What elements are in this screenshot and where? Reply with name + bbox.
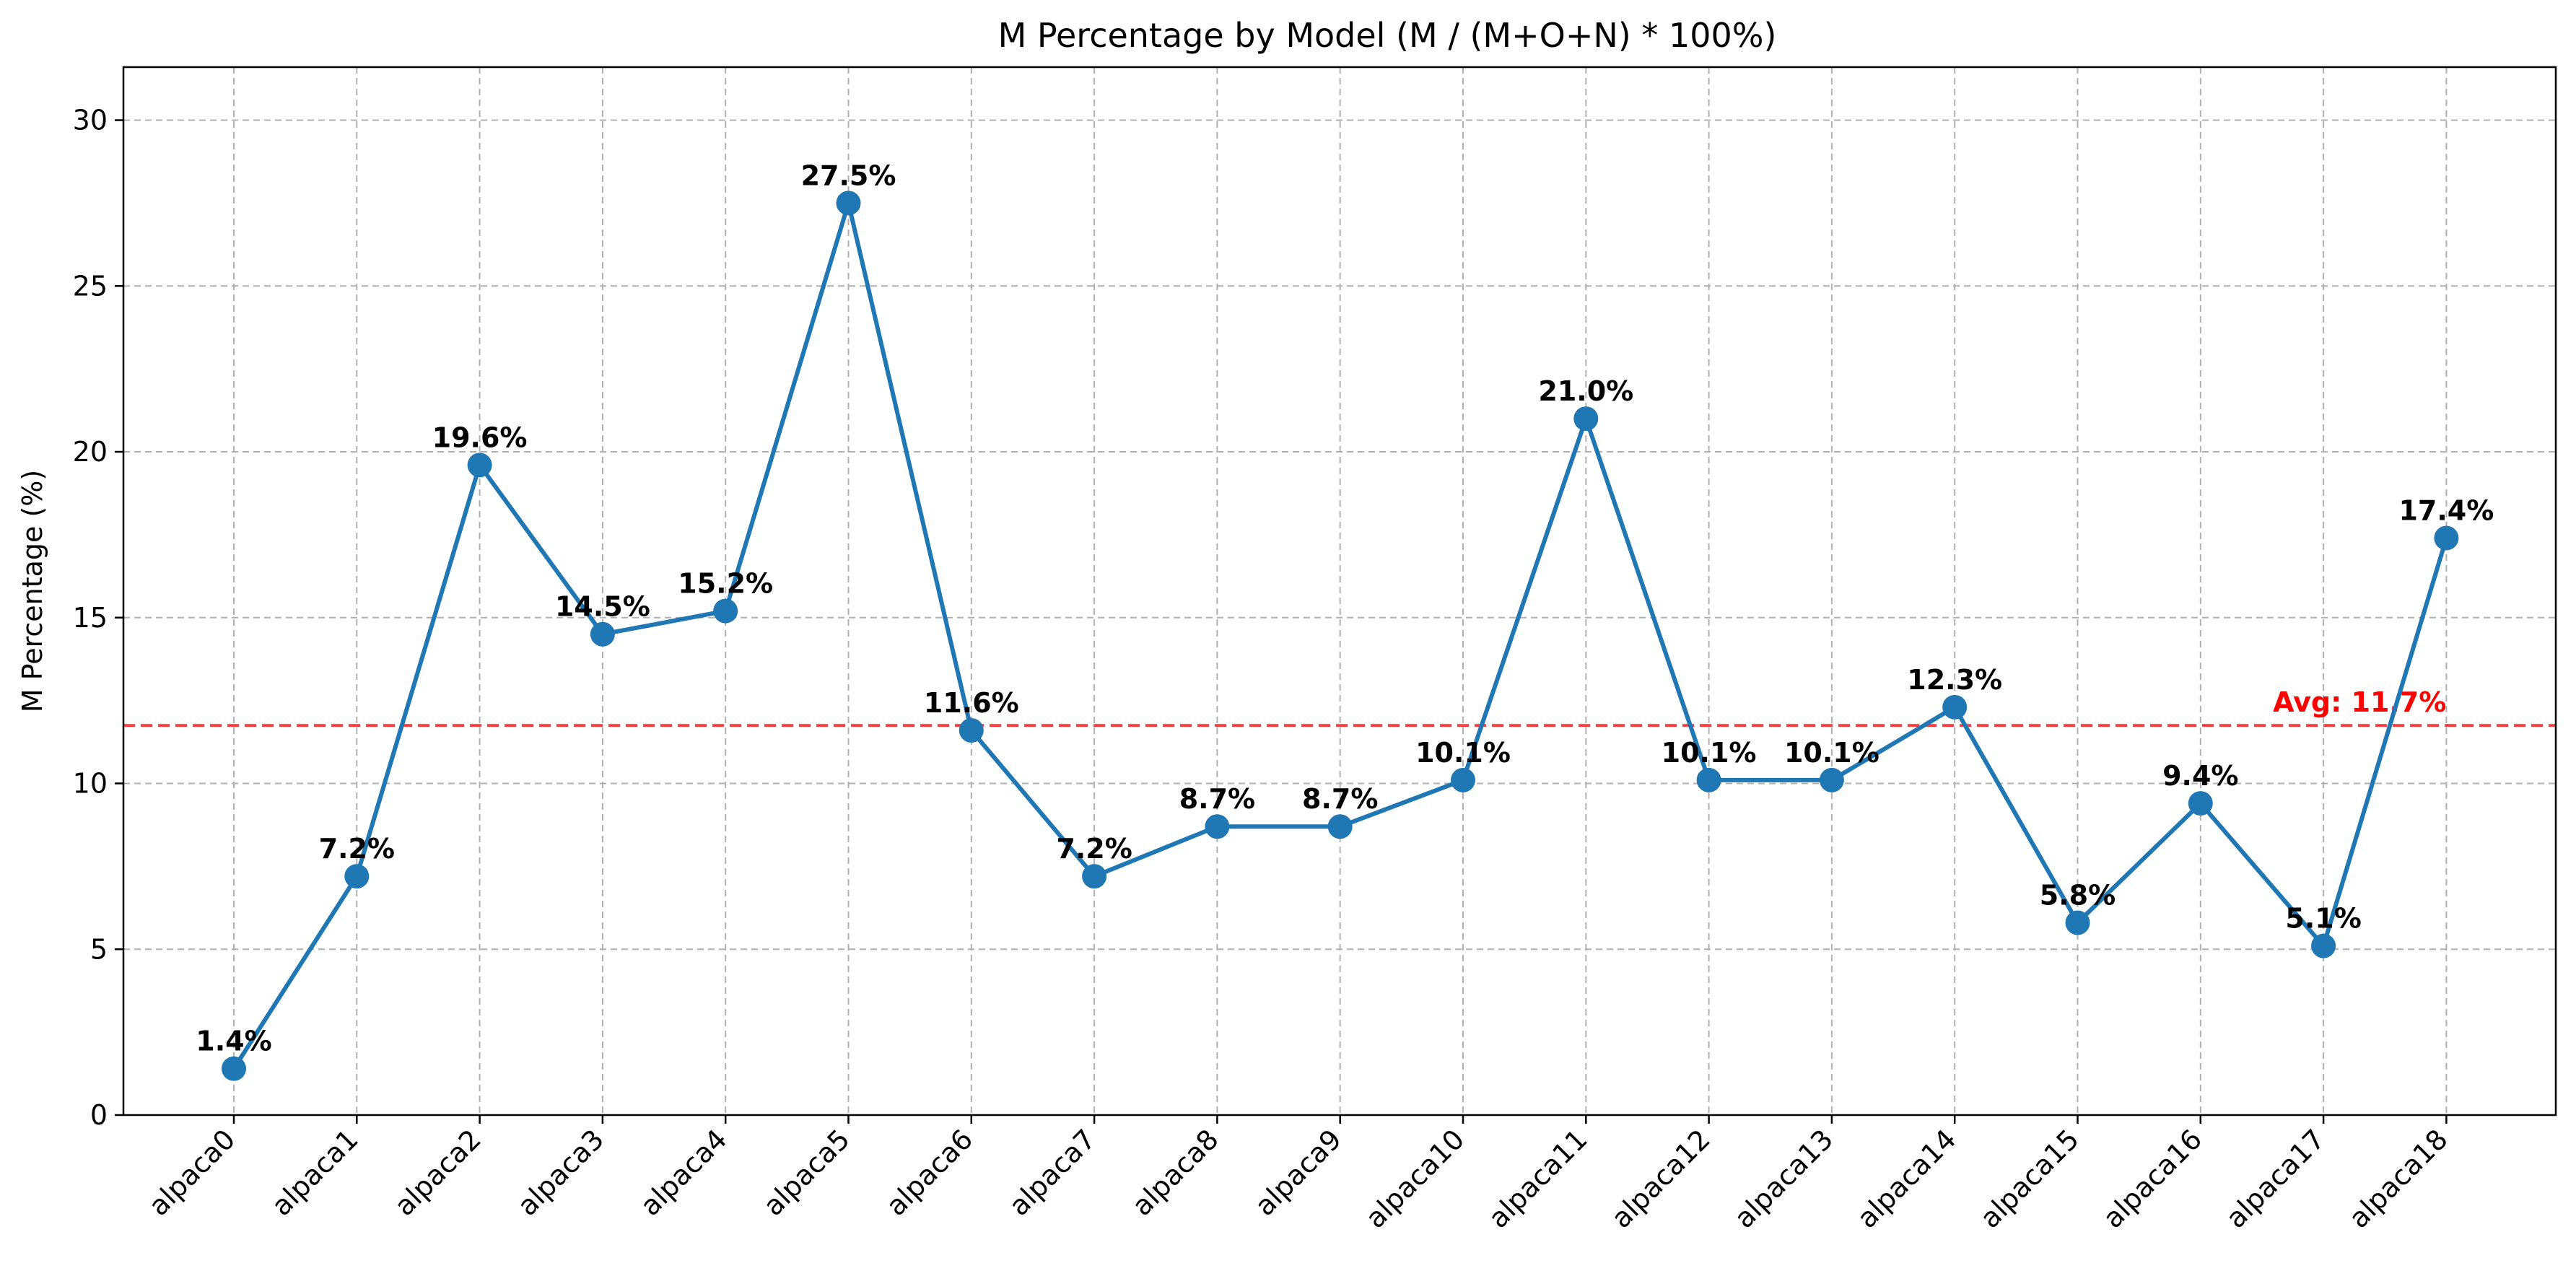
- x-tick-label: alpaca8: [1126, 1123, 1225, 1222]
- data-point: [1327, 814, 1353, 839]
- data-label: 11.6%: [924, 687, 1019, 719]
- x-tick-label: alpaca3: [511, 1123, 610, 1222]
- data-label: 5.1%: [2285, 903, 2361, 935]
- x-tick-label: alpaca4: [634, 1123, 733, 1222]
- average-label: Avg: 11.7%: [2273, 686, 2446, 718]
- data-point: [467, 453, 492, 478]
- data-label: 8.7%: [1302, 783, 1378, 815]
- x-tick-label: alpaca17: [2219, 1123, 2331, 1234]
- data-label: 1.4%: [196, 1026, 271, 1057]
- x-tick-label: alpaca15: [1974, 1123, 2085, 1234]
- chart-title: M Percentage by Model (M / (M+O+N) * 100…: [998, 16, 1777, 55]
- data-point: [1696, 767, 1721, 792]
- data-point: [1451, 767, 1475, 792]
- data-point: [713, 598, 738, 624]
- data-point: [959, 717, 984, 743]
- data-label: 10.1%: [1662, 737, 1757, 769]
- data-point: [1082, 864, 1107, 889]
- y-tick-label: 5: [90, 933, 108, 965]
- y-tick-label: 10: [73, 768, 108, 800]
- x-tick-label: alpaca13: [1728, 1123, 1839, 1234]
- x-tick-label: alpaca5: [757, 1123, 856, 1222]
- data-point: [2065, 910, 2090, 935]
- data-label: 27.5%: [801, 160, 896, 191]
- data-label: 7.2%: [1056, 833, 1132, 865]
- x-tick-label: alpaca18: [2343, 1123, 2454, 1234]
- data-label: 7.2%: [319, 833, 395, 865]
- data-label: 10.1%: [1784, 737, 1879, 769]
- data-point: [344, 864, 370, 889]
- series-group: [222, 191, 2459, 1081]
- x-tick-label: alpaca11: [1483, 1123, 1594, 1234]
- data-label: 10.1%: [1415, 737, 1511, 769]
- data-label: 21.0%: [1538, 375, 1633, 407]
- data-point: [222, 1056, 246, 1081]
- y-tick-label: 30: [73, 105, 108, 136]
- data-point: [1942, 694, 1968, 720]
- average-line-group: Avg: 11.7%: [123, 686, 2556, 727]
- y-tick-label: 0: [90, 1099, 108, 1131]
- data-point: [1819, 767, 1844, 792]
- x-tick-label: alpaca16: [2097, 1123, 2208, 1234]
- data-point: [2311, 933, 2336, 958]
- data-point: [836, 191, 861, 216]
- x-tick-label: alpaca12: [1605, 1123, 1716, 1234]
- y-tick-label: 25: [73, 270, 108, 302]
- x-tick-label: alpaca10: [1359, 1123, 1470, 1234]
- data-label: 8.7%: [1179, 783, 1255, 815]
- x-tick-label: alpaca2: [388, 1123, 487, 1222]
- x-tick-label: alpaca1: [266, 1123, 364, 1222]
- x-tick-label: alpaca9: [1249, 1123, 1348, 1222]
- data-label: 9.4%: [2162, 760, 2238, 792]
- grid-lines: [123, 67, 2556, 1115]
- data-label: 19.6%: [432, 421, 528, 453]
- x-tick-label: alpaca14: [1851, 1123, 1962, 1234]
- x-tick-label: alpaca6: [880, 1123, 979, 1222]
- x-axis-ticks: alpaca0 alpaca1 alpaca2 alpaca3 alpaca4 alpac…: [142, 1115, 2454, 1234]
- data-label: 14.5%: [555, 591, 650, 623]
- x-tick-label: alpaca7: [1003, 1123, 1102, 1222]
- y-tick-label: 20: [73, 436, 108, 468]
- data-point: [1205, 814, 1230, 839]
- x-tick-label: alpaca0: [142, 1123, 241, 1222]
- data-point: [2434, 525, 2459, 551]
- data-point: [590, 621, 615, 647]
- data-label: 17.4%: [2398, 494, 2494, 526]
- data-label: 5.8%: [2040, 879, 2116, 911]
- data-point: [2188, 791, 2213, 816]
- y-axis-ticks: 0 5 10 15 20 25 30: [73, 105, 123, 1131]
- data-labels-group: 1.4% 7.2% 19.6% 14.5% 15.2% 27.5% 11.6% 7.2% 8.7…: [196, 160, 2494, 1057]
- data-label: 15.2%: [678, 568, 773, 600]
- data-label: 12.3%: [1907, 664, 2002, 696]
- data-point: [1573, 406, 1599, 432]
- y-axis-label: M Percentage (%): [17, 470, 48, 712]
- y-tick-label: 15: [73, 602, 108, 634]
